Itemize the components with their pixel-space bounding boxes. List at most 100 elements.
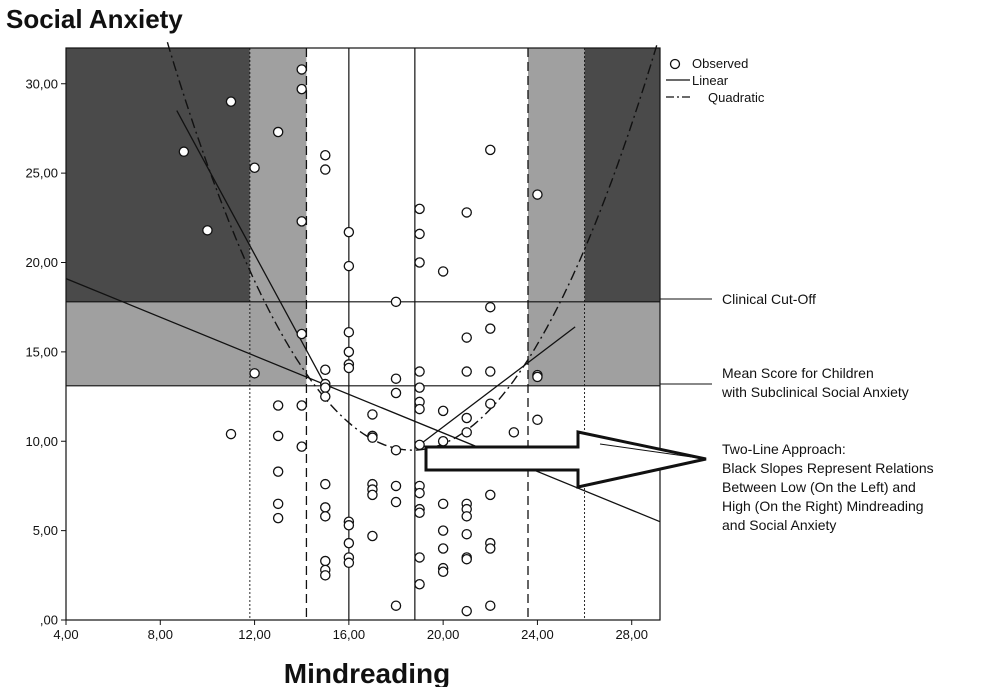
data-point-56 [414, 228, 425, 240]
data-point-64 [414, 487, 425, 499]
data-point-73 [437, 525, 449, 536]
region-medium-left-band [66, 301, 250, 386]
y-tick-label-6: 30,00 [25, 76, 58, 91]
data-point-32 [343, 326, 355, 338]
x-tick-label-6: 28,00 [615, 627, 648, 642]
data-point-46 [367, 489, 378, 501]
data-point-33 [343, 346, 355, 358]
fit-lines [65, 42, 661, 523]
data-point-89 [461, 605, 472, 617]
legend-label-observed: Observed [692, 56, 748, 71]
region-medium-left-column [249, 48, 307, 386]
annotation-twoline-1: Two-Line Approach: [722, 441, 846, 457]
data-point-22 [320, 382, 331, 393]
data-point-95 [485, 489, 496, 501]
data-point-53 [390, 496, 402, 508]
data-point-1 [202, 225, 213, 236]
data-point-70 [437, 405, 449, 417]
data-point-5 [249, 368, 260, 379]
data-point-52 [390, 480, 402, 492]
data-point-98 [485, 600, 496, 611]
data-point-43 [367, 432, 378, 443]
data-point-17 [296, 441, 307, 452]
data-point-81 [461, 427, 472, 438]
data-point-77 [461, 207, 472, 218]
data-point-10 [272, 498, 284, 510]
data-point-50 [390, 387, 402, 399]
x-tick-label-3: 16,00 [333, 627, 366, 642]
data-point-20 [320, 364, 331, 375]
x-tick-label-0: 4,00 [53, 627, 78, 642]
data-point-14 [296, 216, 307, 227]
data-point-16 [296, 400, 307, 411]
data-point-7 [272, 400, 284, 411]
data-point-12 [296, 64, 307, 75]
y-tick-label-3: 15,00 [25, 344, 58, 359]
data-point-30 [343, 226, 355, 238]
y-tick-label-2: 10,00 [25, 434, 58, 449]
data-point-9 [272, 466, 284, 477]
data-point-80 [461, 412, 472, 424]
data-point-15 [296, 328, 307, 340]
annotation-twoline-3: Between Low (On the Left) and [722, 479, 916, 495]
data-point-59 [414, 382, 425, 393]
data-point-35 [343, 362, 355, 374]
data-point-27 [320, 555, 331, 567]
data-point-37 [343, 520, 355, 531]
data-point-31 [343, 260, 355, 272]
data-point-76 [437, 566, 449, 577]
quadratic-fit-curve [166, 42, 659, 451]
data-point-8 [272, 430, 284, 442]
data-point-4 [249, 162, 260, 174]
data-point-85 [461, 511, 472, 522]
data-point-6 [272, 126, 284, 138]
data-point-93 [485, 366, 496, 377]
annotation-clinical-cutoff: Clinical Cut-Off [722, 291, 816, 307]
y-tick-label-5: 25,00 [25, 166, 58, 181]
data-point-94 [485, 398, 496, 409]
data-point-66 [414, 507, 425, 518]
y-tick-label-1: 5,00 [33, 523, 58, 538]
data-point-55 [414, 203, 425, 215]
data-point-19 [320, 164, 331, 175]
plot-frame [65, 47, 661, 621]
data-point-41 [367, 409, 378, 420]
data-point-57 [414, 257, 425, 268]
linear-fit-line-0 [65, 277, 661, 523]
data-point-23 [320, 391, 331, 402]
data-point-54 [390, 600, 402, 611]
data-point-58 [414, 366, 425, 377]
x-tick-label-2: 12,00 [238, 627, 271, 642]
legend-label-quadratic: Quadratic [708, 90, 765, 105]
x-axis-ticks: 4,00 8,00 12,00 16,00 20,00 24,00 28,00 [53, 620, 648, 642]
annotation-twoline-4: High (On the Right) Mindreading [722, 498, 924, 514]
data-point-40 [343, 557, 355, 569]
data-point-72 [437, 498, 449, 510]
y-axis-title: Social Anxiety [6, 4, 183, 34]
data-point-13 [296, 83, 307, 95]
data-point-26 [320, 511, 331, 522]
data-point-49 [390, 373, 402, 384]
legend: Observed Linear Quadratic [666, 56, 765, 105]
data-point-48 [390, 296, 402, 308]
region-medium-right-column [528, 48, 585, 386]
data-point-25 [320, 502, 331, 513]
y-axis-ticks: ,00 5,00 10,00 15,00 20,00 25,00 30,00 [25, 76, 66, 628]
data-point-0 [178, 146, 190, 157]
background-regions [66, 48, 660, 386]
data-point-97 [485, 543, 496, 554]
data-point-99 [508, 427, 520, 438]
data-point-2 [225, 96, 237, 107]
data-point-74 [437, 543, 449, 554]
data-point-86 [461, 528, 472, 540]
legend-symbol-observed [669, 58, 681, 70]
y-tick-label-0: ,00 [40, 613, 58, 628]
data-point-103 [532, 414, 543, 426]
region-dark-left [66, 48, 250, 302]
annotation-twoline-5: and Social Anxiety [722, 517, 836, 533]
data-point-68 [414, 579, 425, 590]
y-tick-label-4: 20,00 [25, 255, 58, 270]
data-point-24 [320, 478, 331, 490]
annotation-mean-line-1: Mean Score for Children [722, 365, 874, 381]
